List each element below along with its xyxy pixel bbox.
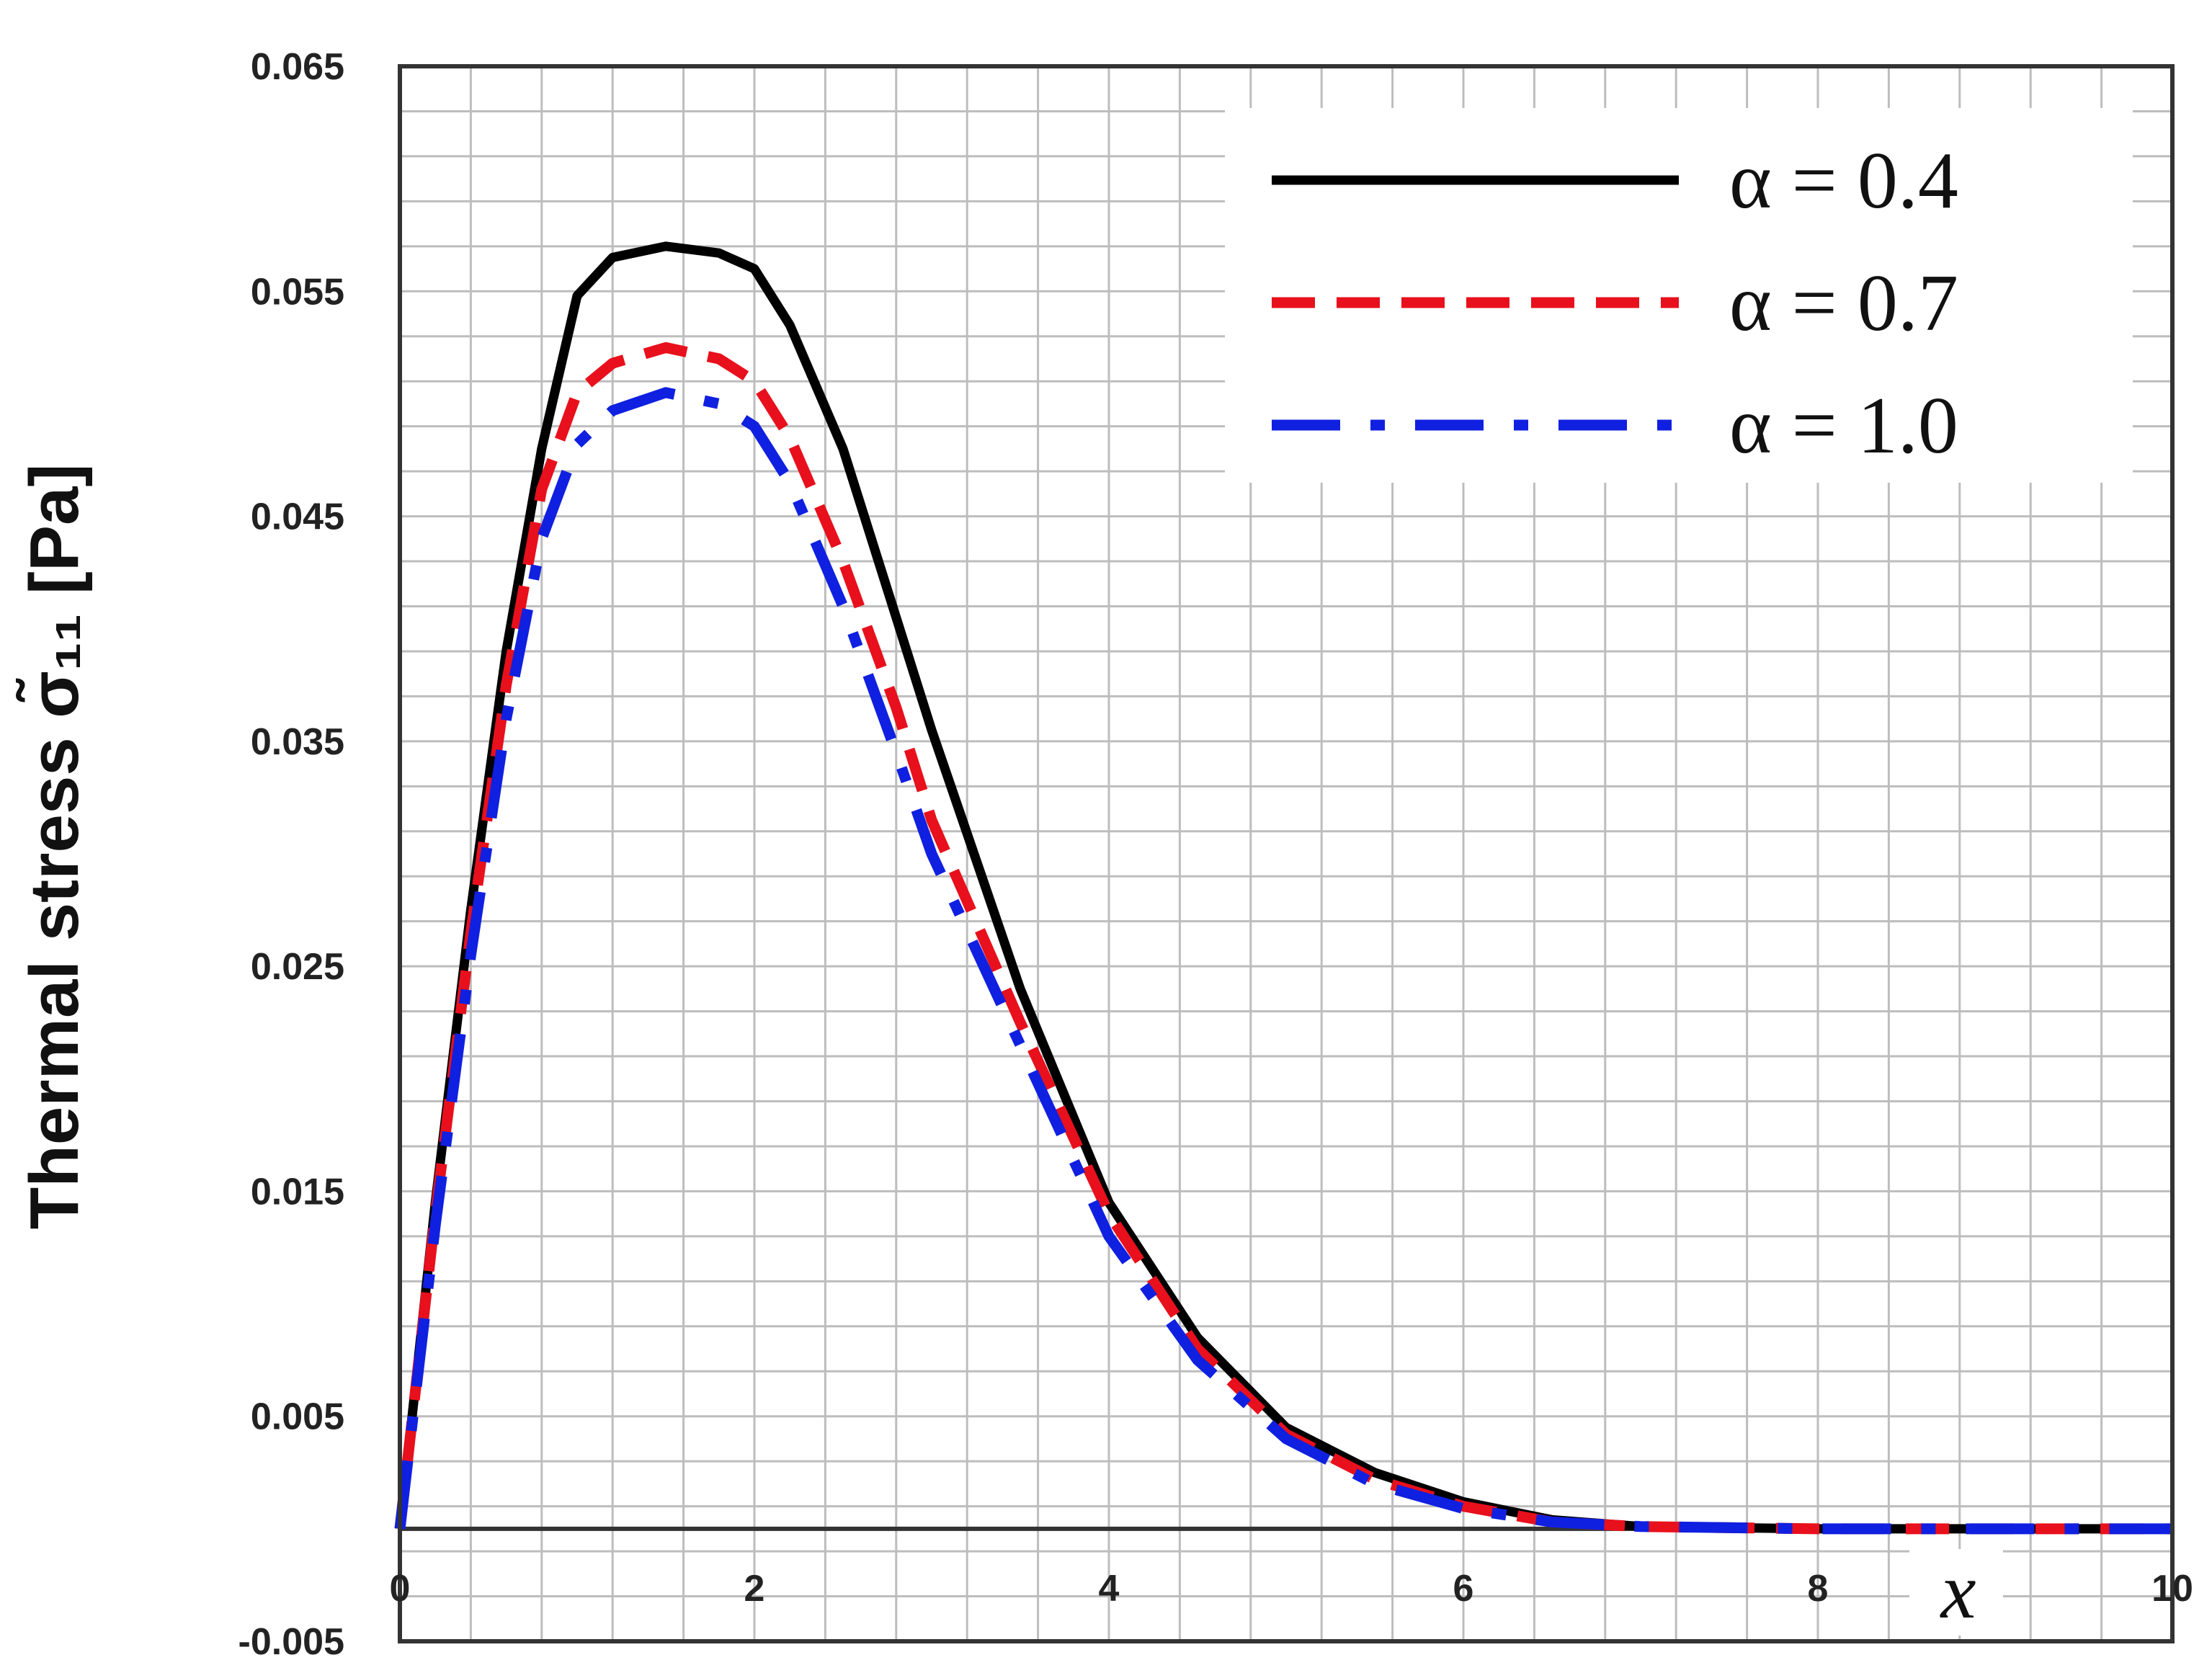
x-tick-label: 8	[1808, 1568, 1829, 1610]
y-tick-label: 0.055	[251, 271, 344, 313]
y-tick-label: 0.065	[251, 46, 344, 88]
y-tick-labels: 0.065 0.055 0.045 0.035 0.025 0.015 0.005 -0.00…	[238, 46, 344, 1663]
plot-frame	[398, 64, 2175, 1643]
x-axis-label: x	[1940, 1547, 1976, 1635]
series-line-3	[394, 387, 2172, 1535]
series-line-2	[394, 342, 2172, 1535]
y-tick-label: 0.035	[251, 721, 344, 763]
y-tick-label: 0.025	[251, 946, 344, 988]
x-axis-label-background	[1909, 1549, 2003, 1636]
legend-label-3: α = 1.0	[1729, 381, 1958, 470]
x-tick-label: 10	[2151, 1568, 2193, 1610]
y-tick-label: -0.005	[238, 1621, 344, 1663]
y-tick-label: 0.045	[251, 496, 344, 538]
x-tick-labels: 0 2 4 6 8 10	[390, 1568, 2193, 1610]
y-tick-label: 0.005	[251, 1396, 344, 1438]
series-lines	[394, 241, 2172, 1535]
legend-background	[1225, 108, 2133, 483]
x-tick-label: 2	[744, 1568, 765, 1610]
x-tick-label: 6	[1453, 1568, 1474, 1610]
legend-label-2: α = 0.7	[1729, 259, 1958, 348]
x-tick-label: 0	[390, 1568, 411, 1610]
x-tick-label: 4	[1099, 1568, 1120, 1610]
legend-label-1: α = 0.4	[1729, 136, 1958, 226]
y-tick-label: 0.015	[251, 1171, 344, 1213]
y-axis-label: Thermal stress σ̃₁₁ [Pa]	[15, 464, 93, 1230]
legend: α = 0.4 α = 0.7 α = 1.0	[1225, 108, 2133, 483]
